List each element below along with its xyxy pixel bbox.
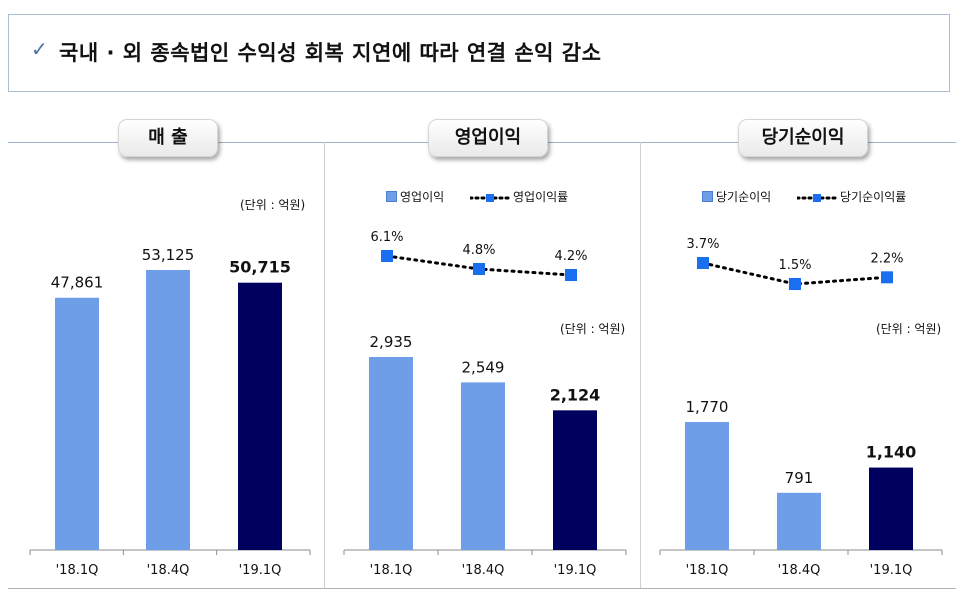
chart-2-category-label: '18.4Q [778, 563, 821, 578]
revenue-unit-label: (단위 : 억원) [240, 198, 306, 212]
legend-line-label: 당기순이익률 [840, 190, 907, 204]
chart-0-category-label: '18.4Q [147, 563, 190, 578]
chart-2-bar-value-label: 791 [785, 469, 814, 487]
legend-bar-swatch [386, 191, 397, 202]
chart-1-bar-value-label: 2,124 [550, 385, 601, 404]
chart-2-bar [777, 492, 821, 550]
chart-0-bar-value-label: 50,715 [229, 258, 291, 277]
net-income-unit-label: (단위 : 억원) [876, 322, 942, 336]
chart-0-category-label: '18.1Q [56, 563, 99, 578]
chart-2-rate-marker [789, 278, 801, 290]
legend-line-swatch [470, 193, 510, 202]
chart-0-bar-value-label: 47,861 [51, 274, 104, 292]
checkmark-icon: ✓ [31, 37, 48, 61]
chart-1-bar [553, 410, 597, 550]
chart-2-rate-marker [881, 271, 893, 284]
chart-1-rate-marker [381, 250, 393, 262]
panel-separator-2 [640, 142, 641, 588]
operating-profit-unit-label: (단위 : 억원) [560, 322, 626, 336]
chart-2-bar-value-label: 1,770 [686, 398, 729, 416]
chart-2-category-label: '18.1Q [686, 563, 729, 578]
revenue-panel-title: 매 출 [118, 119, 218, 157]
legend-bar-label: 당기순이익 [716, 190, 772, 204]
chart-1-rate-label: 4.8% [462, 243, 495, 258]
chart-0-bar [55, 297, 99, 550]
chart-0-bar [238, 282, 282, 550]
chart-2-bar [685, 422, 729, 550]
legend-line-label: 영업이익률 [513, 190, 569, 204]
chart-2-bar-value-label: 1,140 [866, 443, 917, 462]
chart-0-bar [146, 270, 190, 550]
chart-1-category-label: '19.1Q [554, 563, 597, 578]
net-income-legend: 당기순이익 당기순이익률 [702, 188, 906, 205]
page-title: 국내 · 외 종속법인 수익성 회복 지연에 따라 연결 손익 감소 [59, 41, 602, 65]
header-box: ✓ 국내 · 외 종속법인 수익성 회복 지연에 따라 연결 손익 감소 [8, 14, 950, 92]
chart-0-bar-value-label: 53,125 [142, 246, 195, 264]
chart-1-bar [369, 357, 413, 550]
chart-1-bar [461, 382, 505, 550]
legend-line-swatch [797, 193, 838, 202]
chart-1-category-label: '18.1Q [370, 563, 413, 578]
chart-2-rate-label: 1.5% [778, 258, 811, 273]
chart-2-rate-label: 2.2% [870, 251, 903, 266]
legend-bar-swatch [702, 191, 713, 202]
panel-separator-1 [324, 142, 325, 588]
chart-2-rate-label: 3.7% [686, 237, 719, 252]
chart-1-category-label: '18.4Q [462, 563, 505, 578]
operating-profit-panel-title: 영업이익 [428, 119, 548, 157]
chart-1-rate-marker [473, 263, 485, 275]
panel-bottom-divider [8, 588, 956, 589]
chart-1-bar-value-label: 2,549 [462, 358, 505, 376]
net-income-panel-title: 당기순이익 [738, 119, 868, 157]
chart-1-bar-value-label: 2,935 [370, 333, 413, 351]
legend-bar-label: 영업이익 [400, 190, 445, 204]
chart-0-category-label: '19.1Q [239, 563, 282, 578]
chart-2-bar [869, 467, 913, 550]
chart-2-rate-marker [697, 257, 709, 269]
chart-1-rate-marker [565, 269, 577, 281]
chart-1-rate-label: 4.2% [554, 249, 587, 264]
chart-1-rate-label: 6.1% [370, 230, 403, 245]
chart-2-category-label: '19.1Q [870, 563, 913, 578]
operating-profit-legend: 영업이익 영업이익률 [386, 188, 568, 205]
